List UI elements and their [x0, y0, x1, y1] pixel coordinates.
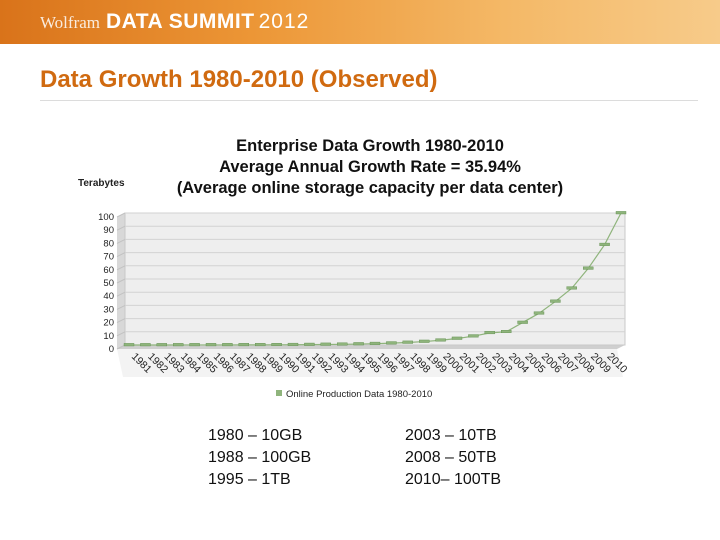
y-grid-depth: [116, 318, 126, 324]
data-point: [287, 342, 299, 346]
y-grid-depth: [116, 331, 126, 337]
milestone-item: 2008 – 50TB: [405, 449, 497, 466]
y-tick-label: 90: [103, 225, 114, 236]
data-point: [386, 341, 397, 345]
data-point: [615, 211, 627, 215]
growth-chart: 0102030405060708090100198119821983198419…: [98, 211, 630, 377]
chart-subtitle-line: Average Annual Growth Rate = 35.94%: [219, 158, 521, 176]
y-tick-label: 80: [103, 238, 114, 249]
brand-event: DATA SUMMIT: [106, 10, 255, 33]
legend-label: Online Production Data 1980-2010: [286, 389, 433, 400]
milestone-item: 1995 – 1TB: [208, 471, 291, 488]
y-tick-label: 70: [103, 252, 114, 263]
data-point: [304, 342, 315, 346]
data-point: [222, 343, 233, 347]
y-grid-depth: [116, 265, 126, 271]
data-point: [156, 343, 168, 347]
data-point: [123, 343, 135, 347]
data-point: [369, 341, 381, 345]
slide-title: Data Growth 1980-2010 (Observed): [40, 66, 438, 93]
y-grid-depth: [116, 278, 126, 284]
data-point: [419, 339, 430, 343]
brand-logo: Wolfram DATA SUMMIT 2012: [40, 9, 309, 36]
y-grid-depth: [116, 212, 126, 218]
x-axis-band: [117, 349, 623, 377]
y-tick-label: 30: [103, 304, 114, 315]
y-grid-depth: [116, 304, 126, 310]
data-point: [271, 343, 282, 347]
y-tick-label: 100: [98, 212, 114, 223]
data-point: [583, 266, 594, 270]
data-point: [140, 343, 151, 347]
chart-title-line: Enterprise Data Growth 1980-2010: [236, 137, 504, 155]
y-axis-label: Terabytes: [78, 178, 125, 189]
y-tick-label: 60: [103, 265, 114, 276]
data-point: [337, 342, 348, 346]
milestone-item: 1988 – 100GB: [208, 449, 312, 466]
data-point: [451, 336, 463, 340]
y-tick-label: 20: [103, 318, 114, 329]
data-point: [435, 338, 446, 342]
data-point: [254, 343, 266, 347]
data-point: [566, 286, 577, 290]
chart-title: Enterprise Data Growth 1980-2010 Average…: [130, 136, 610, 199]
milestone-item: 1980 – 10GB: [208, 427, 303, 444]
y-grid-depth: [116, 252, 126, 258]
brand-year: 2012: [258, 10, 310, 33]
y-grid-depth: [116, 238, 126, 244]
milestone-item: 2003 – 10TB: [405, 427, 497, 444]
data-point: [238, 343, 250, 347]
data-point: [353, 342, 364, 346]
data-point: [550, 299, 561, 303]
data-point: [320, 342, 331, 346]
milestone-item: 2010– 100TB: [405, 471, 502, 488]
chart-legend: Online Production Data 1980-2010: [276, 389, 432, 400]
data-point: [599, 242, 610, 246]
y-tick-label: 40: [103, 291, 114, 302]
y-grid-depth: [116, 225, 126, 231]
milestones-left: 1980 – 10GB 1988 – 100GB 1995 – 1TB: [208, 425, 311, 491]
data-point: [205, 343, 217, 347]
y-grid-depth: [116, 291, 126, 297]
title-divider: [40, 100, 698, 101]
data-point: [172, 343, 184, 347]
data-point: [468, 334, 479, 338]
brand-wolfram: Wolfram: [40, 13, 100, 32]
legend-swatch: [276, 390, 282, 396]
data-point: [501, 330, 512, 334]
data-point: [484, 331, 495, 335]
data-point: [189, 343, 200, 347]
y-tick-label: 10: [103, 331, 114, 342]
y-tick-label: 50: [103, 278, 114, 289]
data-point: [533, 311, 545, 315]
y-grid-depth: [116, 344, 126, 350]
data-point: [517, 320, 528, 324]
y-tick-label: 0: [109, 344, 114, 355]
chart-subtitle-line: (Average online storage capacity per dat…: [176, 179, 564, 197]
header-banner: Wolfram DATA SUMMIT 2012: [0, 0, 720, 44]
data-point: [402, 340, 413, 344]
milestones-right: 2003 – 10TB 2008 – 50TB 2010– 100TB: [405, 425, 501, 491]
